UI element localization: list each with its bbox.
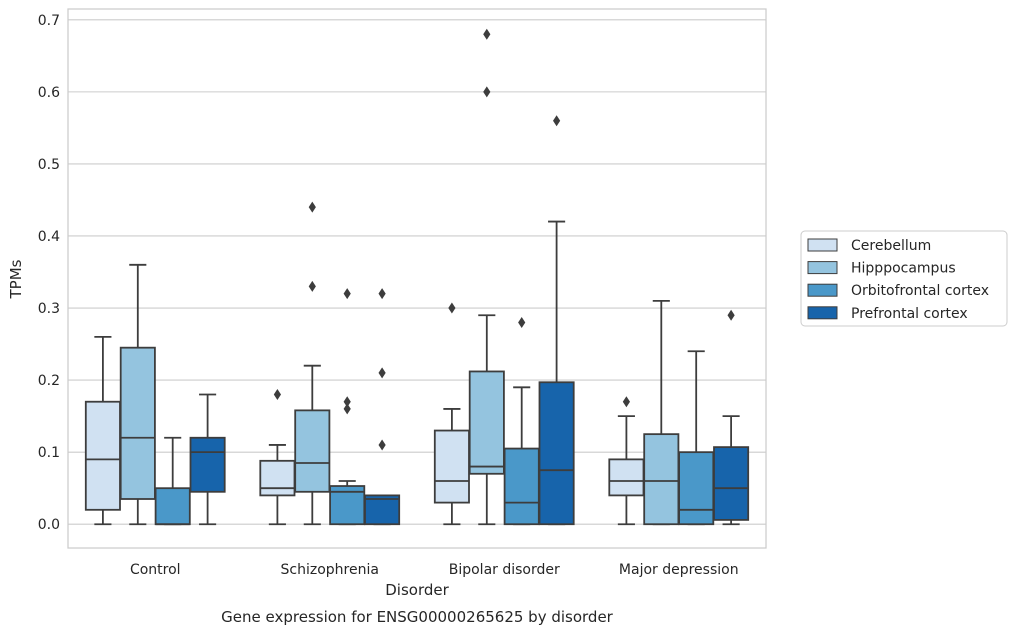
x-tick-label: Control [130,562,181,578]
box-3-2 [538,115,575,526]
legend-swatch [807,238,838,252]
y-tick-label: 0.3 [38,301,60,317]
y-tick-label: 0.4 [38,229,60,245]
outlier-point [308,201,316,213]
x-tick-label: Schizophrenia [281,562,379,578]
outlier-point [343,396,351,408]
outlier-point [622,396,630,408]
box-0-0 [84,335,121,526]
y-tick-label: 0.7 [38,13,60,29]
box-0-3 [608,396,645,526]
box-iqr [433,429,470,504]
box-plot-area [84,28,750,526]
legend: Cerebellum Hipppocampus Orbitofrontal cort… [800,230,1008,327]
box-2-1 [329,288,366,526]
legend-label: Prefrontal cortex [851,306,968,322]
chart-title: Gene expression for ENSG00000265625 by d… [221,608,614,626]
box-3-3 [713,309,750,526]
outlier-point [483,86,491,98]
outlier-point [448,302,456,314]
box-iqr [713,446,750,521]
box-1-2 [468,28,505,526]
y-tick-label: 0.0 [38,517,60,533]
y-tick-label: 0.1 [38,445,60,461]
box-1-3 [643,299,680,526]
outlier-point [483,28,491,40]
legend-label: Hipppocampus [851,261,956,277]
outlier-point [727,309,735,321]
box-iqr [538,381,575,526]
box-iqr [678,451,715,526]
outlier-point [343,403,351,415]
box-iqr [154,487,191,526]
box-3-1 [364,288,401,526]
box-iqr [503,447,540,526]
outlier-point [308,280,316,292]
legend-frame [800,230,1008,327]
box-iqr [189,436,226,493]
x-tick-label: Bipolar disorder [449,562,560,578]
box-2-3 [678,350,715,526]
legend-swatch [807,261,838,275]
box-1-0 [119,263,156,526]
legend-swatch [807,306,838,320]
x-tick-labels: Control Schizophrenia Bipolar disorder Majo… [130,562,739,578]
legend-swatch [807,283,838,297]
outlier-point [553,115,561,127]
x-axis-label: Disorder [385,581,449,599]
outlier-point [378,288,386,300]
box-iqr [259,459,296,497]
legend-label: Orbitofrontal cortex [851,283,989,299]
box-0-2 [433,302,470,526]
box-iqr [468,370,505,475]
box-2-2 [503,316,540,526]
x-tick-label: Major depression [619,562,739,578]
y-tick-label: 0.6 [38,85,60,101]
box-iqr [119,346,156,500]
grid-lines [68,19,766,525]
box-iqr [643,433,680,526]
plot-frame [67,8,767,549]
legend-label: Cerebellum [851,238,931,254]
y-tick-label: 0.2 [38,373,60,389]
outlier-point [378,439,386,451]
box-3-0 [189,393,226,526]
box-iqr [84,400,121,511]
box-iqr [608,458,645,497]
outlier-point [378,367,386,379]
y-axis-label: TPMs [7,259,25,299]
box-2-0 [154,436,191,526]
box-0-1 [259,389,296,526]
outlier-point [518,316,526,328]
box-iqr [294,409,331,493]
box-1-1 [294,201,331,526]
y-tick-labels: 0.0 0.1 0.2 0.3 0.4 0.5 0.6 0.7 [38,13,60,533]
box-iqr [364,494,401,526]
outlier-point [343,288,351,300]
outlier-point [273,389,281,401]
y-tick-label: 0.5 [38,157,60,173]
